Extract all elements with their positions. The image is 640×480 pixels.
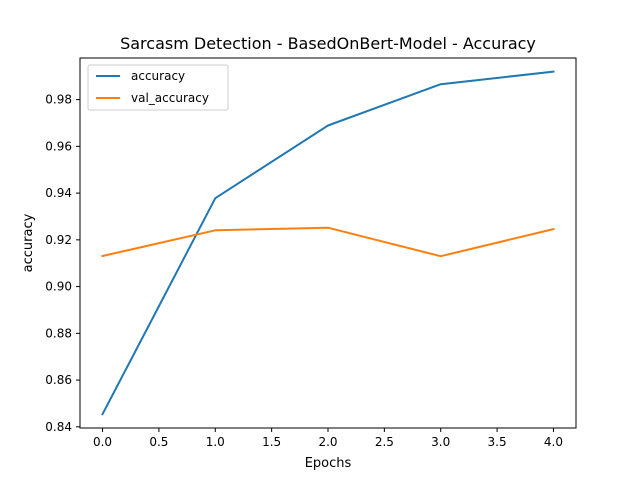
x-axis-label: Epochs bbox=[305, 456, 352, 471]
x-tick-label: 2.5 bbox=[375, 435, 394, 449]
legend-label-val-accuracy: val_accuracy bbox=[131, 91, 209, 105]
x-tick-label: 3.5 bbox=[488, 435, 507, 449]
y-tick-label: 0.90 bbox=[45, 280, 72, 294]
y-tick-label: 0.92 bbox=[45, 233, 72, 247]
x-tick-label: 0.0 bbox=[93, 435, 112, 449]
x-tick-label: 4.0 bbox=[544, 435, 563, 449]
x-tick-label: 3.0 bbox=[431, 435, 450, 449]
x-tick-label: 1.0 bbox=[206, 435, 225, 449]
y-tick-label: 0.86 bbox=[45, 373, 72, 387]
y-tick-label: 0.84 bbox=[45, 420, 72, 434]
chart-title: Sarcasm Detection - BasedOnBert-Model - … bbox=[120, 34, 536, 53]
series-line-accuracy bbox=[101, 70, 555, 416]
x-axis-ticks: 0.0 0.5 1.0 1.5 2.0 2.5 3.0 3.5 4.0 bbox=[93, 428, 563, 449]
plot-lines bbox=[101, 70, 555, 416]
x-tick-label: 0.5 bbox=[149, 435, 168, 449]
y-axis-ticks: 0.84 0.86 0.88 0.90 0.92 0.94 0.96 0.98 bbox=[45, 93, 80, 434]
x-tick-label: 2.0 bbox=[318, 435, 337, 449]
legend: accuracy val_accuracy bbox=[87, 64, 229, 111]
y-tick-label: 0.94 bbox=[45, 186, 72, 200]
y-axis-label: accuracy bbox=[21, 213, 36, 272]
legend-label-accuracy: accuracy bbox=[131, 69, 185, 83]
y-tick-label: 0.88 bbox=[45, 326, 72, 340]
legend-box bbox=[87, 64, 229, 111]
y-tick-label: 0.96 bbox=[45, 139, 72, 153]
x-tick-label: 1.5 bbox=[262, 435, 281, 449]
y-tick-label: 0.98 bbox=[45, 93, 72, 107]
series-line-val-accuracy bbox=[101, 226, 555, 258]
